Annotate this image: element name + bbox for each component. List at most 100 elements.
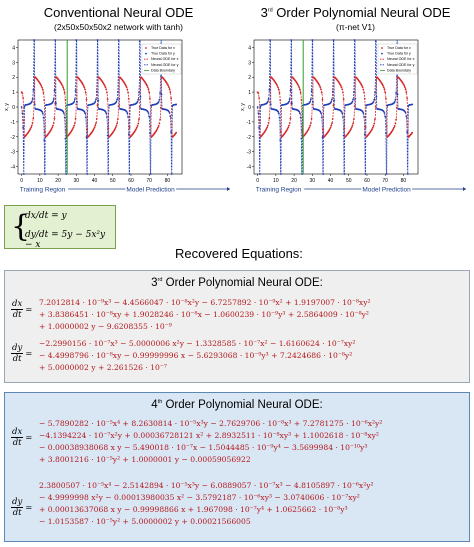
left-true-y-point: [170, 131, 172, 133]
left-true-x-point: [175, 131, 178, 134]
right-true-y-point: [322, 173, 325, 175]
left-true-y-point: [52, 100, 54, 103]
right-true-x-point: [320, 88, 322, 91]
right-true-x-point: [374, 118, 376, 121]
right-true-x-point: [373, 122, 376, 125]
left-true-x-point: [81, 83, 84, 86]
right-true-x-point: [349, 129, 352, 132]
right-true-y-point: [374, 40, 377, 43]
left-true-y-point: [138, 91, 140, 94]
right-true-x-point: [311, 103, 314, 106]
right-true-x-point: [411, 131, 414, 134]
left-true-x-point: [84, 91, 87, 94]
right-true-y-point: [290, 39, 293, 41]
left-true-y-point: [83, 110, 86, 113]
fourth-dy-line-4: − 1.0153587 · 10⁻⁵y² + 5.0000002 y + 0.0…: [39, 517, 251, 526]
left-true-x-point: [114, 128, 116, 130]
left-true-y-point: [33, 103, 36, 106]
left-true-x-point: [158, 122, 161, 125]
right-true-x-point: [371, 128, 373, 131]
left-true-x-point: [49, 129, 52, 132]
left-true-x-point: [127, 91, 129, 94]
right-true-y-point: [321, 136, 324, 138]
left-true-y-point: [95, 98, 97, 101]
left-true-x-point: [169, 91, 172, 94]
left-true-y-point: [106, 134, 109, 137]
right-true-x-point: [307, 128, 310, 130]
left-true-y-point: [84, 116, 87, 119]
right-true-x-point: [280, 130, 282, 133]
left-true-y-point: [42, 116, 45, 119]
right-true-y-point: [342, 116, 344, 118]
left-true-y-point: [97, 99, 100, 102]
right-true-x-point: [395, 118, 398, 121]
right-true-y-point: [280, 173, 282, 175]
left-true-x-point: [159, 118, 162, 121]
left-true-y-point: [106, 116, 108, 118]
right-true-y-point: [266, 100, 269, 103]
left-ytick-label: -3: [11, 150, 16, 156]
left-true-x-point: [63, 88, 65, 91]
third-dx-line-3: + 1.0000002 y − 9.6208355 · 10⁻⁹: [39, 322, 172, 331]
right-true-x-point: [406, 123, 409, 126]
right-true-y-point: [354, 97, 357, 100]
left-xtick-label: 70: [146, 178, 152, 184]
left-true-x-point: [65, 129, 68, 132]
left-true-x-point: [127, 97, 130, 100]
right-true-x-point: [319, 86, 322, 89]
left-true-x-point: [74, 117, 77, 120]
left-true-x-point: [96, 104, 99, 107]
right-series-neural-ode-y: [257, 39, 413, 175]
left-true-y-point: [21, 112, 24, 115]
right-true-y-point: [351, 100, 354, 103]
left-true-x-point: [157, 126, 159, 129]
left-true-y-point: [73, 98, 76, 101]
left-true-y-point: [170, 173, 173, 175]
left-true-x-point: [61, 84, 64, 87]
right-true-y-point: [364, 173, 367, 175]
right-true-x-point: [257, 92, 260, 95]
right-true-y-point: [374, 91, 376, 94]
left-true-y-point: [22, 126, 25, 129]
right-true-x-point: [360, 83, 363, 86]
left-true-x-point: [52, 122, 55, 124]
right-true-x-point: [278, 91, 281, 94]
right-true-y-point: [393, 101, 396, 103]
right-true-x-point: [318, 84, 321, 87]
left-true-y-point: [125, 110, 128, 113]
right-true-x-point: [300, 98, 303, 101]
left-true-x-point: [114, 126, 117, 129]
right-true-x-point: [328, 128, 331, 130]
left-true-y-point: [41, 112, 44, 115]
right-true-x-point: [269, 101, 271, 104]
right-true-y-point: [342, 134, 345, 137]
right-prediction-label: Model Prediction: [362, 187, 411, 194]
left-true-y-point: [157, 101, 160, 103]
right-true-x-point: [402, 83, 405, 86]
third-dx-line-2: + 3.8386451 · 10⁻⁸xy + 1.9028246 · 10⁻⁸x…: [39, 310, 369, 319]
right-true-y-point: [395, 91, 398, 94]
left-true-x-point: [50, 128, 53, 130]
left-true-x-point: [106, 91, 108, 94]
right-true-x-point: [299, 91, 302, 94]
left-true-x-point: [167, 86, 170, 89]
right-true-x-point: [363, 97, 366, 100]
right-true-y-point: [361, 110, 364, 113]
left-true-x-point: [44, 130, 46, 133]
left-true-y-point: [63, 112, 65, 115]
left-xtick-label: 30: [74, 178, 80, 184]
third-dy-line-1: −2.2990156 · 10⁻⁷x³ − 5.0000006 x²y − 1.…: [39, 339, 356, 348]
right-true-y-point: [299, 112, 301, 115]
right-true-x-point: [350, 128, 352, 130]
left-true-x-point: [82, 84, 85, 87]
right-true-x-point: [385, 124, 388, 127]
left-label-bg: [18, 186, 67, 194]
right-xtick-label: 10: [273, 178, 279, 184]
left-true-x-point: [22, 97, 25, 99]
right-true-x-point: [339, 84, 342, 87]
left-true-x-point: [64, 98, 67, 101]
right-true-y-point: [299, 116, 302, 119]
left-true-y-point: [128, 173, 131, 175]
right-legend-label: Neural ODE for x: [387, 57, 415, 61]
left-true-y-point: [137, 98, 140, 101]
